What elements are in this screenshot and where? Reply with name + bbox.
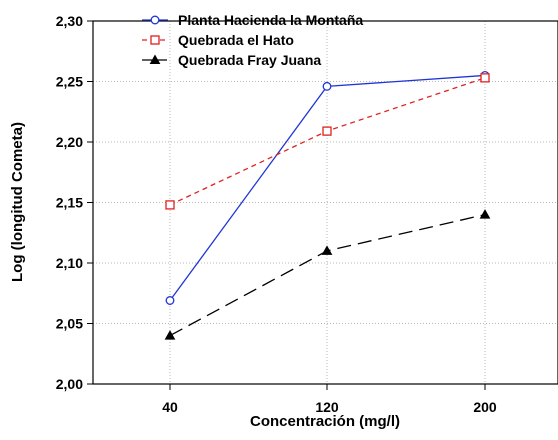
data-point <box>322 126 332 136</box>
y-tick-label: 2,00 <box>56 376 83 392</box>
y-tick-label: 2,05 <box>56 316 83 332</box>
legend-marker-2 <box>150 35 160 45</box>
series-line-1 <box>169 74 486 301</box>
legend-marker-1 <box>150 15 160 25</box>
data-point <box>164 330 176 340</box>
data-point <box>321 245 333 255</box>
legend-marker-3 <box>149 54 161 64</box>
x-tick-label: 40 <box>162 399 178 415</box>
series-layer <box>164 70 491 340</box>
y-axis-ticks: 2,00 2,05 2,10 2,15 2,20 2,25 2,30 <box>56 13 93 392</box>
y-tick-label: 2,25 <box>56 74 83 90</box>
legend-label-1: Planta Hacienda la Montaña <box>178 12 363 28</box>
x-axis-title: Concentración (mg/l) <box>250 413 400 430</box>
data-point <box>165 296 175 305</box>
x-axis-ticks: 40 120 200 <box>162 384 497 415</box>
y-tick-label: 2,15 <box>56 195 83 211</box>
x-tick-label: 200 <box>473 399 497 415</box>
y-tick-label: 2,10 <box>56 255 83 271</box>
legend: Planta Hacienda la Montaña Quebrada el Ha… <box>142 12 363 68</box>
y-axis-title: Log (longitud Cometa) <box>9 122 26 282</box>
data-point <box>165 200 175 210</box>
legend-label-3: Quebrada Fray Juana <box>178 52 321 68</box>
y-tick-label: 2,20 <box>56 134 83 150</box>
data-point <box>479 209 491 219</box>
data-point <box>322 81 332 91</box>
data-point <box>480 73 490 83</box>
x-tick-label: 120 <box>315 399 339 415</box>
y-tick-label: 2,30 <box>56 13 83 29</box>
legend-label-2: Quebrada el Hato <box>178 32 294 48</box>
series-line-3 <box>169 213 486 337</box>
